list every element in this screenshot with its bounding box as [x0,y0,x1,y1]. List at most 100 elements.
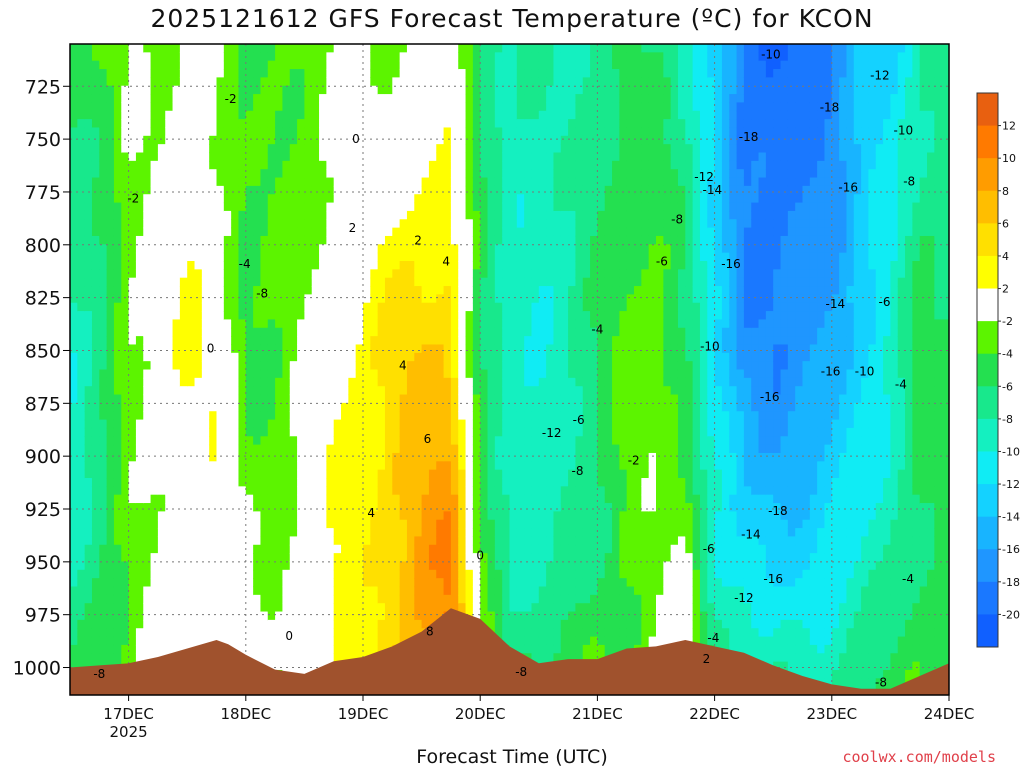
temperature-cell [524,119,533,129]
temperature-cell [406,594,415,604]
temperature-cell [399,628,408,638]
temperature-cell [333,169,342,179]
temperature-cell [260,586,269,596]
temperature-cell [428,544,437,554]
temperature-cell [245,452,254,462]
temperature-cell [209,219,218,229]
temperature-cell [494,44,503,53]
temperature-cell [201,402,210,412]
temperature-cell [238,561,247,571]
temperature-cell [209,244,218,254]
temperature-cell [253,419,262,429]
temperature-cell [135,361,144,371]
temperature-cell [179,319,188,329]
temperature-cell [253,578,262,588]
temperature-cell [531,511,540,521]
temperature-cell [406,586,415,596]
temperature-cell [472,436,481,446]
temperature-cell [377,227,386,237]
temperature-cell [502,427,511,437]
temperature-cell [260,152,269,162]
temperature-cell [311,227,320,237]
temperature-cell [187,386,196,396]
temperature-cell [341,60,349,70]
temperature-cell [370,135,379,145]
temperature-cell [494,227,503,237]
temperature-cell [113,411,122,421]
temperature-cell [384,252,393,262]
temperature-cell [77,311,86,321]
temperature-cell [509,210,518,220]
temperature-cell [267,352,276,362]
temperature-cell [392,235,401,245]
temperature-cell [428,227,437,237]
temperature-cell [172,469,181,479]
temperature-cell [333,528,342,538]
temperature-cell [121,436,130,446]
temperature-cell [487,294,496,304]
temperature-cell [231,127,240,137]
temperature-cell [216,544,225,554]
temperature-cell [179,444,188,454]
temperature-cell [311,210,320,220]
temperature-cell [450,302,459,312]
temperature-cell [392,444,401,454]
temperature-cell [392,327,401,337]
temperature-cell [319,578,327,588]
temperature-cell [363,177,371,187]
temperature-cell [135,119,144,129]
temperature-cell [216,269,225,279]
temperature-cell [275,135,284,145]
temperature-cell [187,227,196,237]
temperature-cell [275,261,284,270]
temperature-cell [414,594,423,604]
temperature-cell [384,461,393,471]
temperature-cell [480,611,489,621]
temperature-cell [531,561,540,571]
temperature-cell [84,110,93,120]
temperature-cell [245,102,254,112]
temperature-cell [297,619,305,629]
temperature-cell [157,419,166,429]
temperature-cell [253,361,262,371]
temperature-cell [524,427,533,437]
temperature-cell [311,436,320,446]
temperature-cell [494,402,503,412]
temperature-cell [516,160,525,170]
temperature-cell [223,478,232,487]
temperature-cell [179,578,188,588]
temperature-cell [84,377,93,387]
temperature-cell [106,619,115,629]
temperature-cell [70,536,78,546]
temperature-cell [516,628,525,638]
temperature-cell [77,77,86,87]
temperature-cell [487,252,496,262]
temperature-cell [436,444,445,454]
temperature-cell [509,394,518,404]
temperature-cell [91,636,100,646]
temperature-cell [443,478,452,487]
temperature-cell [524,185,533,195]
temperature-cell [399,235,408,245]
temperature-cell [355,277,364,287]
temperature-cell [275,44,284,53]
temperature-cell [524,478,533,487]
temperature-cell [509,110,518,120]
temperature-cell [363,169,371,179]
temperature-cell [319,219,327,229]
temperature-cell [231,119,240,129]
temperature-cell [472,94,481,104]
temperature-cell [84,402,93,412]
temperature-cell [165,528,174,538]
temperature-cell [377,636,386,646]
temperature-cell [253,653,262,663]
temperature-cell [165,202,174,212]
temperature-cell [84,519,93,529]
temperature-cell [297,644,305,654]
temperature-cell [509,144,518,154]
temperature-cell [377,544,386,554]
temperature-cell [267,644,276,654]
temperature-cell [70,336,78,346]
temperature-cell [450,202,459,212]
temperature-cell [392,244,401,254]
